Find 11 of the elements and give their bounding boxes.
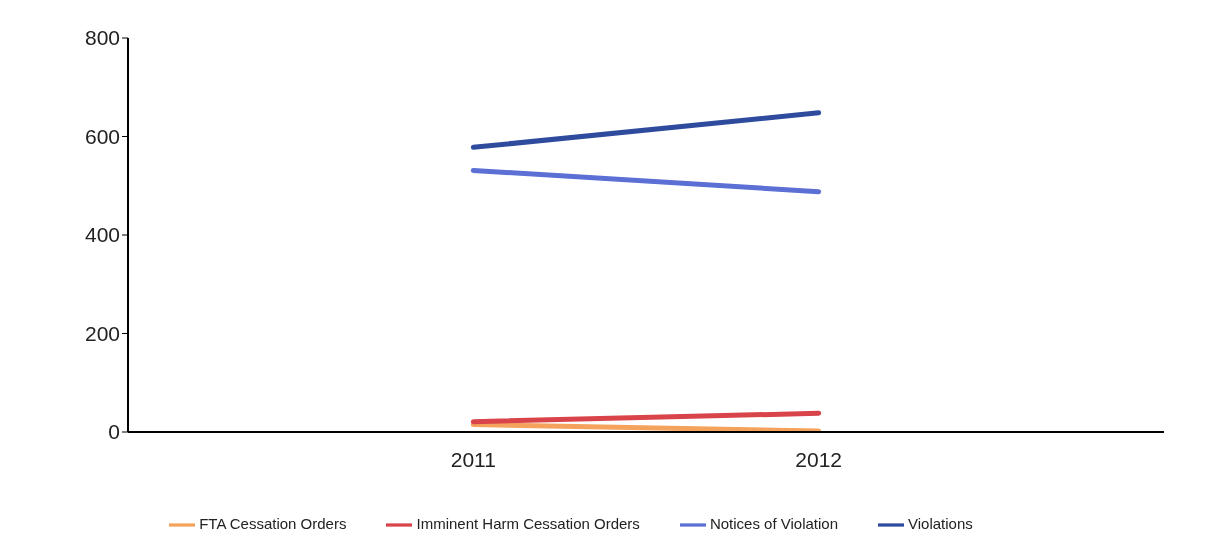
y-tick-label: 400 xyxy=(84,223,120,247)
y-tick-label: 200 xyxy=(84,321,120,345)
x-tick-label: 2012 xyxy=(795,447,843,471)
y-tick-label: 0 xyxy=(108,420,120,444)
legend-label: Imminent Harm Cessation Orders xyxy=(416,514,640,532)
legend-label: Violations xyxy=(908,514,973,532)
x-tick-label: 2011 xyxy=(450,447,496,471)
y-tick-label: 600 xyxy=(84,124,120,148)
legend-label: Notices of Violation xyxy=(709,514,839,532)
legend-label: FTA Cessation Orders xyxy=(199,514,347,532)
y-tick-label: 800 xyxy=(84,26,120,50)
